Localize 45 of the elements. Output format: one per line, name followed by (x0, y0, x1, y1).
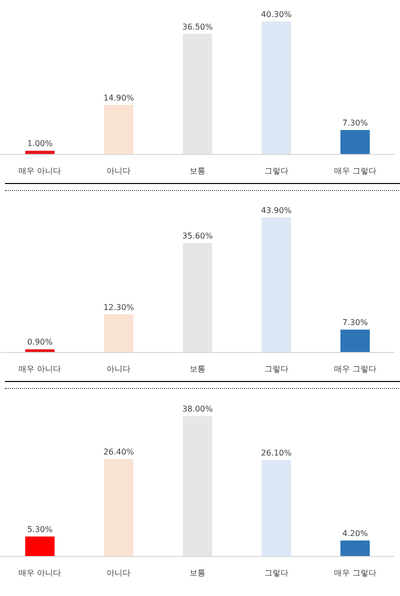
x-tick-label: 매우 그렇다 (334, 364, 376, 374)
x-tick-label: 아니다 (106, 166, 131, 176)
x-tick-label: 보통 (190, 364, 206, 374)
bar (262, 217, 291, 352)
x-tick-label: 그렇다 (264, 166, 288, 176)
data-label: 1.00% (27, 139, 54, 148)
bar (340, 540, 370, 556)
bar (182, 242, 212, 352)
bar (340, 130, 370, 154)
x-tick-label: 매우 아니다 (18, 166, 62, 176)
x-tick-label: 매우 그렇다 (334, 166, 376, 176)
data-label: 14.90% (103, 93, 134, 102)
bar (25, 349, 55, 352)
data-label: 7.30% (342, 118, 368, 128)
data-label: 4.20% (342, 529, 368, 538)
x-tick-label: 매우 그렇다 (334, 568, 376, 578)
bar (182, 34, 212, 154)
bar (262, 460, 291, 556)
data-label: 0.90% (27, 338, 54, 347)
x-tick-label: 그렇다 (264, 364, 288, 374)
x-tick-label: 매우 아니다 (18, 364, 62, 374)
data-label: 36.50% (182, 22, 214, 32)
data-label: 26.40% (103, 447, 134, 456)
bar (104, 314, 134, 352)
data-label: 43.90% (261, 206, 292, 215)
data-label: 38.00% (182, 404, 214, 414)
bar (340, 330, 370, 352)
x-tick-label: 보통 (190, 166, 206, 176)
data-label: 40.30% (261, 10, 292, 19)
data-label: 35.60% (182, 231, 214, 240)
x-tick-label: 매우 아니다 (18, 568, 62, 578)
data-label: 26.10% (261, 448, 292, 458)
bar (104, 458, 134, 556)
data-label: 7.30% (342, 318, 368, 328)
bar (104, 104, 134, 154)
bar (182, 416, 212, 556)
x-tick-label: 보통 (190, 568, 206, 578)
x-tick-label: 그렇다 (264, 568, 288, 578)
x-tick-label: 아니다 (106, 364, 131, 374)
bar (25, 150, 55, 154)
x-tick-label: 아니다 (106, 568, 131, 578)
bar (262, 21, 291, 154)
data-label: 5.30% (27, 525, 54, 534)
bar (25, 536, 55, 556)
data-label: 12.30% (103, 302, 134, 312)
